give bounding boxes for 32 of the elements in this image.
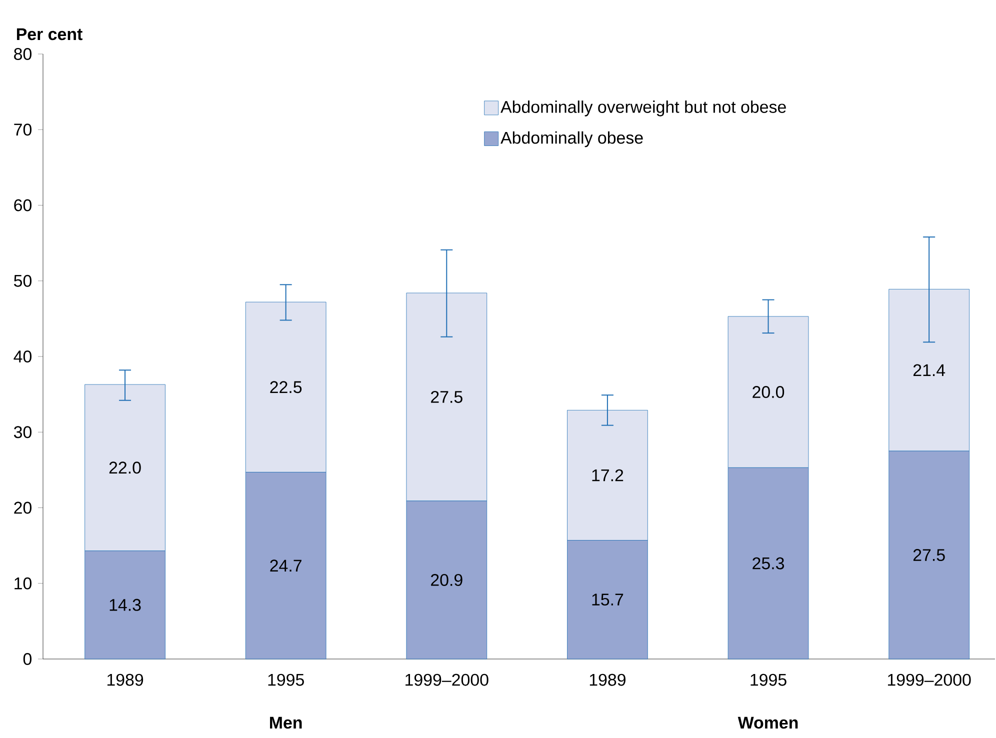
y-tick-label: 60: [14, 199, 32, 212]
x-tick-label: 1995: [750, 674, 786, 686]
y-tick-label: 10: [14, 577, 32, 590]
data-label: 22.0: [109, 462, 141, 474]
y-axis-title: Per cent: [16, 28, 82, 40]
y-tick-label: 40: [14, 350, 32, 362]
data-label: 27.5: [913, 549, 945, 562]
data-label: 20.0: [752, 386, 784, 398]
x-tick-label: 1999–2000: [406, 674, 488, 686]
data-label: 25.3: [752, 557, 784, 570]
legend-label: Abdominally overweight but not obese: [500, 100, 786, 116]
x-tick-label: 1989: [590, 674, 626, 686]
data-label: 17.2: [592, 469, 624, 482]
data-label: 21.4: [913, 364, 946, 376]
y-tick-label: 80: [14, 48, 32, 60]
text: Men: [270, 716, 302, 729]
x-tick-label: 1995: [268, 674, 304, 686]
y-tick-label: 20: [14, 502, 32, 514]
y-tick-label: 0: [23, 653, 32, 665]
y-tick-label: 70: [14, 124, 32, 136]
y-tick-label: 30: [14, 426, 32, 438]
data-label: 22.5: [270, 381, 302, 394]
data-label: 20.9: [431, 574, 462, 586]
legend-label: Abdominally obese: [500, 131, 643, 148]
x-tick-label: 1999–2000: [888, 674, 971, 686]
data-label: 24.7: [270, 560, 302, 572]
y-tick-label: 50: [14, 274, 32, 287]
x-tick-label: 1989: [107, 674, 144, 686]
data-label: 27.5: [431, 390, 462, 403]
data-label: 14.3: [110, 598, 141, 611]
data-label: 15.7: [592, 594, 624, 606]
text: Women: [738, 716, 798, 729]
